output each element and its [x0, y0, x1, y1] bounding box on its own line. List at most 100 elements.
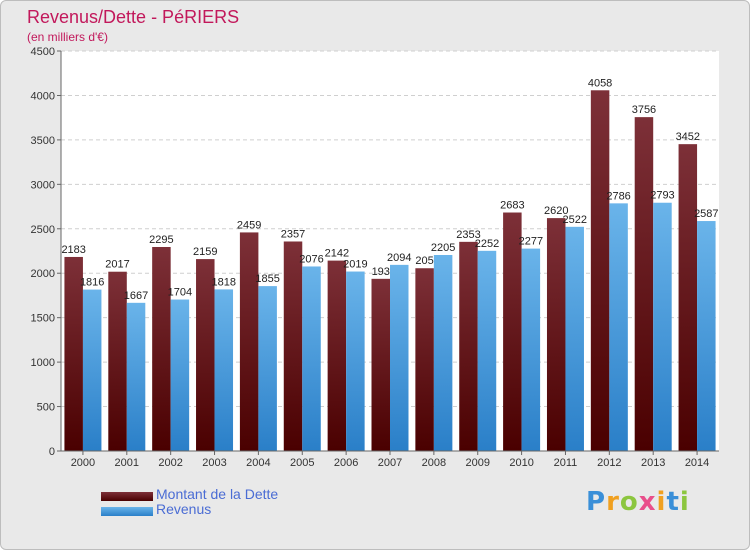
data-label-dette: 2459 [237, 219, 261, 231]
x-tick-label: 2010 [509, 457, 533, 469]
bar-revenus [477, 250, 497, 451]
bar-revenus [214, 289, 234, 451]
bar-dette [415, 268, 434, 451]
bar-dette [327, 260, 347, 451]
logo-letter: i [679, 487, 690, 517]
y-tick-label: 1500 [31, 313, 55, 325]
bar-revenus [697, 221, 716, 451]
data-label-dette: 2183 [61, 244, 85, 256]
bar-revenus [653, 202, 672, 451]
data-label-dette: 193 [372, 266, 390, 278]
data-label-dette: 2159 [193, 246, 217, 258]
bar-dette [634, 117, 654, 451]
bar-dette [108, 271, 127, 451]
bar-dette [152, 247, 171, 451]
logo-letter: r [606, 487, 620, 517]
bar-revenus [521, 248, 541, 451]
bar-dette [590, 90, 610, 452]
legend-label-dette: Montant de la Dette [156, 486, 279, 502]
legend-label-revenus: Revenus [156, 501, 212, 517]
y-tick-label: 3500 [31, 135, 55, 147]
data-label-revenus: 2793 [650, 190, 674, 202]
y-tick-label: 4500 [31, 46, 55, 58]
logo-letter: P [586, 487, 607, 517]
x-tick-label: 2007 [378, 457, 402, 469]
x-tick-label: 2009 [465, 457, 489, 469]
data-label-revenus: 2522 [562, 214, 586, 226]
data-label-revenus: 1667 [124, 290, 148, 302]
x-tick-label: 2012 [597, 457, 621, 469]
bar-revenus [609, 203, 628, 451]
bar-revenus [390, 264, 409, 451]
bar-revenus [433, 255, 453, 451]
data-label-revenus: 2019 [343, 259, 367, 271]
bar-dette [239, 232, 259, 451]
y-tick-label: 2000 [31, 268, 55, 280]
bar-dette [459, 241, 478, 451]
logo-letter: t [666, 487, 680, 517]
y-tick-label: 500 [37, 402, 55, 414]
data-label-revenus: 2277 [519, 236, 543, 248]
data-label-dette: 2295 [149, 234, 173, 246]
bar-revenus [82, 289, 102, 451]
bar-revenus [346, 271, 365, 451]
x-tick-label: 2004 [246, 457, 270, 469]
logo-letter: x [638, 487, 657, 517]
data-label-revenus: 1855 [255, 273, 279, 285]
chart-subtitle: (en milliers d'€) [27, 30, 108, 44]
data-label-revenus: 2786 [606, 190, 630, 202]
data-label-dette: 3756 [632, 104, 656, 116]
data-label-dette: 4058 [588, 77, 612, 89]
bar-dette [546, 218, 566, 451]
logo-letter: o [619, 487, 639, 517]
bar-revenus [126, 302, 146, 451]
bar-revenus [565, 226, 584, 451]
bars [64, 90, 716, 452]
data-label-dette: 2683 [500, 200, 524, 212]
data-label-dette: 2357 [281, 228, 305, 240]
bar-revenus [258, 286, 277, 451]
bar-dette [371, 278, 390, 451]
x-tick-label: 2003 [202, 457, 226, 469]
data-label-revenus: 2587 [694, 208, 718, 220]
x-tick-label: 2011 [554, 457, 578, 469]
bar-dette [503, 212, 522, 451]
data-label-revenus: 1704 [168, 287, 192, 299]
proxiti-logo: Proxiti [586, 487, 690, 517]
chart-title: Revenus/Dette - PéRIERS [27, 7, 240, 27]
bar-dette [196, 259, 215, 451]
bar-dette [64, 256, 83, 451]
y-tick-label: 0 [49, 446, 55, 458]
data-label-dette: 2620 [544, 205, 568, 217]
bar-revenus [170, 299, 190, 451]
logo-letter: i [656, 487, 667, 517]
y-tick-label: 2500 [31, 224, 55, 236]
bar-dette [283, 241, 303, 451]
data-label-dette: 2017 [105, 259, 129, 271]
data-label-revenus: 2076 [299, 253, 323, 265]
x-tick-label: 2013 [641, 457, 665, 469]
x-axis: 2000 2001 2002 2003 2004 2005 2006 2007 2008 2009… [61, 450, 719, 469]
legend-swatch-revenus [101, 507, 153, 516]
legend-swatch-dette [101, 492, 153, 501]
x-tick-label: 2006 [334, 457, 358, 469]
data-label-revenus: 1818 [212, 276, 236, 288]
data-label-dette: 3452 [676, 131, 700, 143]
x-tick-label: 2005 [290, 457, 314, 469]
y-axis: 0 500 1000 1500 2000 2500 3000 3500 4000 4500 [31, 46, 62, 458]
x-tick-label: 2001 [115, 457, 139, 469]
y-tick-label: 3000 [31, 179, 55, 191]
x-tick-label: 2002 [158, 457, 182, 469]
bar-revenus [302, 266, 321, 451]
data-label-dette: 2353 [456, 229, 480, 241]
data-label-revenus: 2205 [431, 242, 455, 254]
y-tick-label: 1000 [31, 357, 55, 369]
data-label-revenus: 2094 [387, 252, 411, 264]
x-tick-label: 2000 [71, 457, 95, 469]
x-tick-label: 2008 [422, 457, 446, 469]
bar-dette [678, 144, 698, 451]
data-label-dette: 2142 [325, 248, 349, 260]
